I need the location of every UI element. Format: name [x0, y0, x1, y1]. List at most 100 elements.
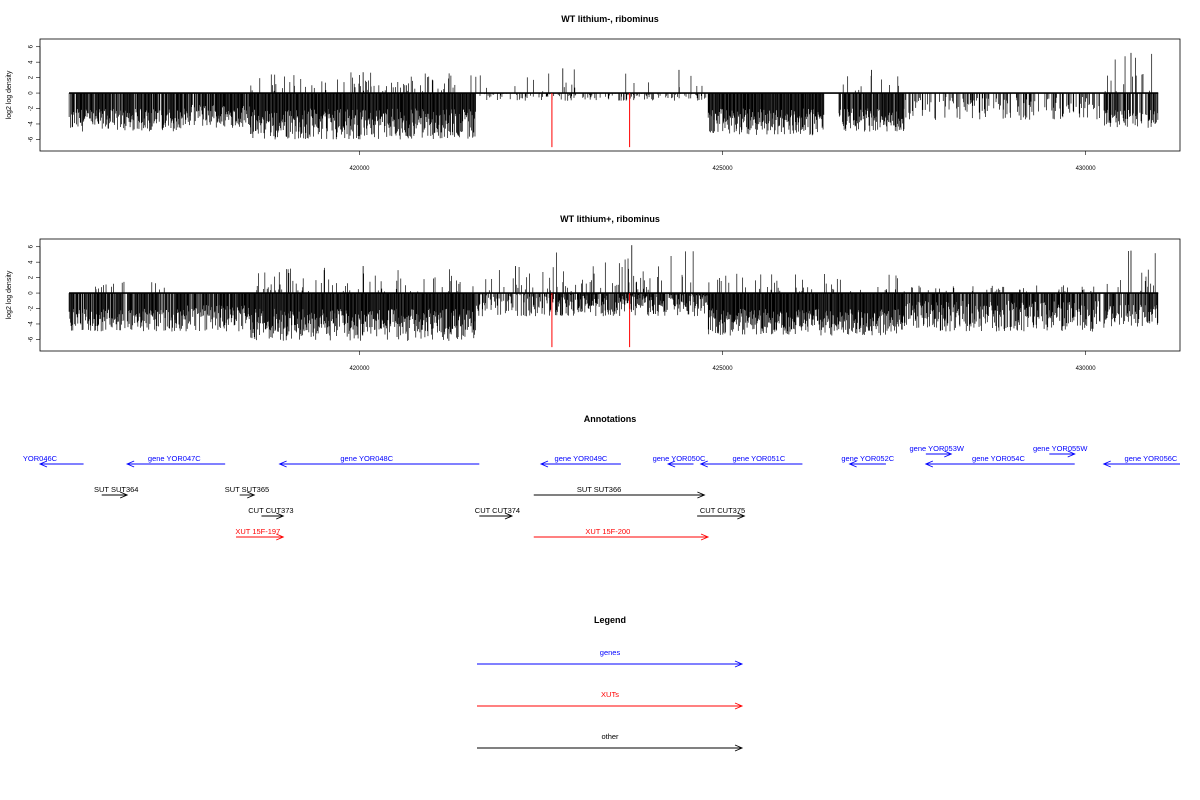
annotations-track: Annotations YOR046C gene YOR047C gene YOR0…	[23, 414, 1180, 541]
feature-label: gene YOR048C	[340, 454, 393, 463]
feature-arrow	[38, 460, 84, 468]
x-tick-label: 425000	[713, 166, 734, 172]
legend-item-other: other	[477, 732, 744, 752]
x-axis-ticks: 420000 425000 430000	[349, 151, 1096, 172]
feature-arrow	[236, 533, 285, 541]
x-tick-label: 425000	[713, 366, 734, 372]
feature-arrow	[924, 460, 1075, 468]
annotation-feature: XUT 15F-197	[235, 527, 285, 541]
annotation-feature: gene YOR052C	[841, 454, 895, 468]
annotation-feature: XUT 15F-200	[533, 527, 710, 541]
feature-arrow	[125, 460, 226, 468]
feature-label: XUT 15F-197	[235, 527, 280, 536]
feature-label: gene YOR052C	[841, 454, 894, 463]
annotation-feature: SUT SUT366	[533, 485, 706, 499]
x-axis-ticks: 420000 425000 430000	[349, 351, 1096, 372]
feature-label: CUT CUT373	[248, 506, 293, 515]
feature-arrow	[239, 491, 256, 499]
legend-arrow	[477, 702, 744, 710]
feature-arrow	[699, 460, 803, 468]
y-tick-label: 2	[29, 75, 35, 79]
feature-arrow	[278, 460, 480, 468]
legend-arrow	[477, 660, 744, 668]
feature-label: gene YOR056C	[1125, 454, 1178, 463]
annotation-feature: gene YOR054C	[924, 454, 1075, 468]
y-tick-label: -4	[29, 321, 35, 327]
feature-arrow	[697, 512, 746, 520]
feature-label: XUT 15F-200	[585, 527, 630, 536]
coverage-panel-lithium-plus: WT lithium+, ribominus log2 log density …	[6, 214, 1181, 372]
feature-arrow	[479, 512, 514, 520]
y-tick-label: -2	[29, 105, 35, 111]
feature-arrow	[539, 460, 621, 468]
legend-label: XUTs	[601, 690, 619, 699]
feature-arrow	[1049, 450, 1076, 458]
annotation-feature: CUT CUT375	[697, 506, 746, 520]
annotation-feature: SUT SUT365	[225, 485, 269, 499]
feature-label: YOR046C	[23, 454, 58, 463]
annotation-feature: gene YOR051C	[699, 454, 803, 468]
feature-arrow	[925, 450, 953, 458]
feature-label: CUT CUT375	[700, 506, 745, 515]
panel-title: WT lithium+, ribominus	[560, 214, 660, 224]
annotation-feature: YOR046C	[23, 454, 84, 468]
x-tick-label: 430000	[1076, 366, 1097, 372]
feature-label: gene YOR050C	[653, 454, 706, 463]
feature-label: gene YOR051C	[732, 454, 785, 463]
y-tick-label: 6	[29, 244, 35, 248]
x-tick-label: 430000	[1076, 166, 1097, 172]
coverage-panel-lithium-minus: WT lithium-, ribominus log2 log density …	[6, 14, 1181, 172]
annotation-feature: gene YOR056C	[1102, 454, 1180, 468]
annotation-feature: SUT SUT364	[94, 485, 138, 499]
feature-label: gene YOR047C	[148, 454, 201, 463]
feature-arrow	[533, 491, 706, 499]
feature-arrow	[261, 512, 285, 520]
y-tick-label: 0	[29, 91, 35, 95]
x-tick-label: 420000	[349, 366, 370, 372]
legend-item-gene: genes	[477, 648, 744, 668]
feature-label: gene YOR055W	[1033, 444, 1088, 453]
y-tick-label: 0	[29, 291, 35, 295]
annotation-feature: CUT CUT374	[475, 506, 520, 520]
coverage-bars	[68, 245, 1159, 348]
feature-arrow	[533, 533, 710, 541]
feature-arrow	[848, 460, 886, 468]
annotation-feature: gene YOR049C	[539, 454, 621, 468]
feature-label: SUT SUT364	[94, 485, 138, 494]
y-axis-ticks: -6 -4 -2 0 2 4 6	[29, 244, 41, 342]
annotation-feature: gene YOR053W	[910, 444, 965, 458]
feature-arrow	[1102, 460, 1180, 468]
feature-label: gene YOR054C	[972, 454, 1025, 463]
legend-title: Legend	[594, 615, 626, 625]
panel-title: WT lithium-, ribominus	[561, 14, 659, 24]
annotation-feature: gene YOR047C	[125, 454, 226, 468]
annotations-title: Annotations	[584, 414, 637, 424]
legend: Legend genes XUTs other	[477, 615, 744, 752]
y-tick-label: -4	[29, 121, 35, 127]
x-tick-label: 420000	[349, 166, 370, 172]
legend-label: genes	[600, 648, 621, 657]
legend-item-xut: XUTs	[477, 690, 744, 710]
annotation-feature: gene YOR055W	[1033, 444, 1088, 458]
y-tick-label: -6	[29, 336, 35, 342]
annotation-feature: gene YOR048C	[278, 454, 480, 468]
y-tick-label: -6	[29, 136, 35, 142]
y-tick-label: 2	[29, 275, 35, 279]
feature-label: gene YOR053W	[910, 444, 965, 453]
legend-items: genes XUTs other	[477, 648, 744, 752]
y-axis-label: log2 log density	[6, 270, 13, 319]
annotation-features: YOR046C gene YOR047C gene YOR048C gene YOR0…	[23, 444, 1180, 541]
annotation-feature: CUT CUT373	[248, 506, 294, 520]
y-tick-label: 4	[29, 60, 35, 64]
legend-arrow	[477, 744, 744, 752]
y-tick-label: -2	[29, 305, 35, 311]
feature-label: gene YOR049C	[555, 454, 608, 463]
feature-label: SUT SUT365	[225, 485, 269, 494]
y-axis-ticks: -6 -4 -2 0 2 4 6	[29, 44, 41, 142]
feature-label: CUT CUT374	[475, 506, 520, 515]
annotation-feature: gene YOR050C	[653, 454, 706, 468]
feature-label: SUT SUT366	[577, 485, 621, 494]
feature-arrow	[666, 460, 694, 468]
y-axis-label: log2 log density	[6, 70, 13, 119]
